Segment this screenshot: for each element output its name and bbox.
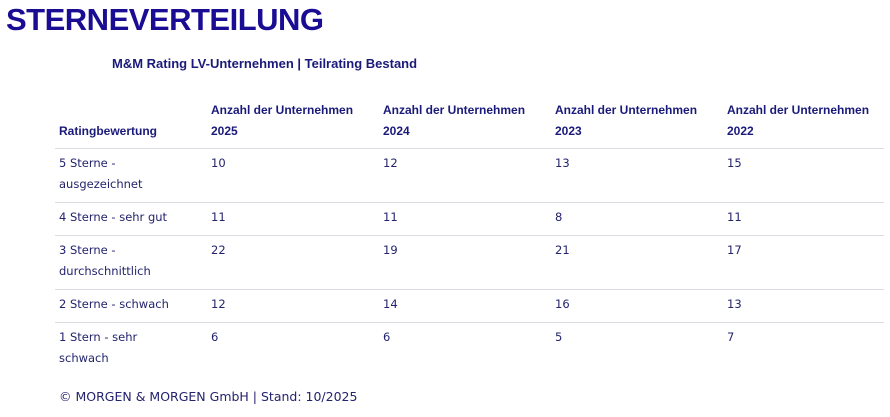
rating-table: Ratingbewertung Anzahl der Unternehmen 20… <box>55 98 884 376</box>
count-cell: 8 <box>551 202 723 236</box>
count-cell: 6 <box>379 322 551 376</box>
count-value: 22 <box>211 243 226 257</box>
rating-cell: 1 Stern - sehr schwach <box>55 322 207 376</box>
count-value: 12 <box>211 297 226 311</box>
count-cell: 21 <box>551 235 723 290</box>
count-cell: 14 <box>379 289 551 323</box>
rating-cell: 3 Sterne - durchschnittlich <box>55 235 207 290</box>
column-header-text: Anzahl der Unternehmen 2024 <box>383 103 526 138</box>
rating-cell: 2 Sterne - schwach <box>55 289 207 323</box>
count-value: 11 <box>211 210 226 224</box>
count-value: 5 <box>555 330 563 344</box>
count-value: 16 <box>555 297 570 311</box>
count-cell: 17 <box>723 235 884 290</box>
rating-label: 4 Sterne - sehr gut <box>59 210 168 224</box>
count-cell: 15 <box>723 148 884 203</box>
rating-cell: 5 Sterne - ausgezeichnet <box>55 148 207 203</box>
table-row: 5 Sterne - ausgezeichnet 10 12 13 15 <box>55 148 884 203</box>
column-header-text: Anzahl der Unternehmen 2025 <box>211 103 354 138</box>
count-value: 8 <box>555 210 563 224</box>
count-value: 13 <box>727 297 742 311</box>
table-row: 2 Sterne - schwach 12 14 16 13 <box>55 289 884 323</box>
table-row: 4 Sterne - sehr gut 11 11 8 11 <box>55 202 884 236</box>
count-value: 6 <box>211 330 219 344</box>
count-cell: 22 <box>207 235 379 290</box>
count-value: 7 <box>727 330 735 344</box>
count-value: 17 <box>727 243 742 257</box>
column-header: Anzahl der Unternehmen 2025 <box>207 98 379 149</box>
column-header: Anzahl der Unternehmen 2023 <box>551 98 723 149</box>
column-header: Anzahl der Unternehmen 2022 <box>723 98 884 149</box>
count-cell: 5 <box>551 322 723 376</box>
subtitle: M&M Rating LV-Unternehmen | Teilrating B… <box>112 56 418 71</box>
table-row: 3 Sterne - durchschnittlich 22 19 21 17 <box>55 235 884 290</box>
rating-label: 5 Sterne - ausgezeichnet <box>59 156 143 191</box>
rating-label: 3 Sterne - durchschnittlich <box>59 243 151 278</box>
count-value: 21 <box>555 243 570 257</box>
count-cell: 13 <box>723 289 884 323</box>
count-value: 15 <box>727 156 742 170</box>
count-cell: 19 <box>379 235 551 290</box>
header-row: Ratingbewertung Anzahl der Unternehmen 20… <box>55 98 884 149</box>
count-value: 10 <box>211 156 226 170</box>
rating-label: 1 Stern - sehr schwach <box>59 330 138 365</box>
count-cell: 12 <box>379 148 551 203</box>
column-header: Anzahl der Unternehmen 2024 <box>379 98 551 149</box>
rating-cell: 4 Sterne - sehr gut <box>55 202 207 236</box>
column-header: Ratingbewertung <box>55 98 207 149</box>
count-value: 19 <box>383 243 398 257</box>
count-cell: 12 <box>207 289 379 323</box>
count-value: 13 <box>555 156 570 170</box>
count-cell: 11 <box>379 202 551 236</box>
table-row: 1 Stern - sehr schwach 6 6 5 7 <box>55 322 884 376</box>
count-cell: 11 <box>723 202 884 236</box>
count-value: 14 <box>383 297 398 311</box>
count-value: 11 <box>727 210 742 224</box>
count-value: 12 <box>383 156 398 170</box>
count-cell: 13 <box>551 148 723 203</box>
column-header-text: Anzahl der Unternehmen 2023 <box>555 103 698 138</box>
column-header-text: Anzahl der Unternehmen 2022 <box>727 103 870 138</box>
column-header-text: Ratingbewertung <box>59 124 157 138</box>
title: STERNEVERTEILUNG <box>6 2 324 37</box>
count-cell: 7 <box>723 322 884 376</box>
count-cell: 16 <box>551 289 723 323</box>
rating-label: 2 Sterne - schwach <box>59 297 169 311</box>
count-cell: 10 <box>207 148 379 203</box>
count-value: 11 <box>383 210 398 224</box>
table-header: Ratingbewertung Anzahl der Unternehmen 20… <box>55 98 884 149</box>
footer: © MORGEN & MORGEN GmbH | Stand: 10/2025 <box>59 389 358 404</box>
table-body: 5 Sterne - ausgezeichnet 10 12 13 15 4 Sterne… <box>55 148 884 376</box>
count-cell: 6 <box>207 322 379 376</box>
count-value: 6 <box>383 330 391 344</box>
count-cell: 11 <box>207 202 379 236</box>
